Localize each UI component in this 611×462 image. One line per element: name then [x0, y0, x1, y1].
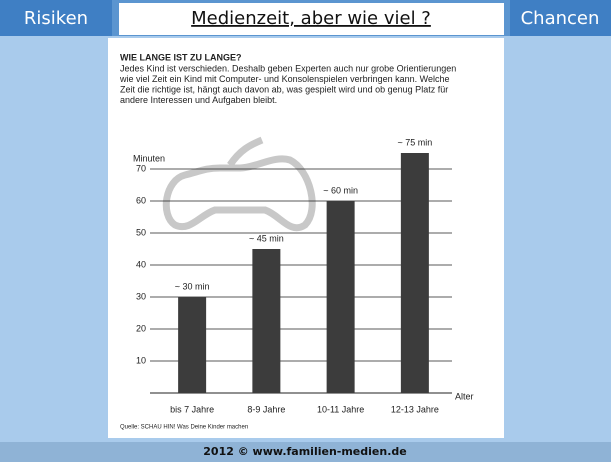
footer-text: 2012 © www.familien-medien.de	[203, 445, 406, 458]
x-tick-label: bis 7 Jahre	[170, 404, 214, 414]
y-tick-label: 20	[136, 323, 146, 333]
slide: Risiken Medienzeit, aber wie viel ? Chan…	[0, 0, 611, 462]
value-label: ~ 45 min	[249, 233, 284, 243]
slide-title: Medienzeit, aber wie viel ?	[191, 8, 431, 29]
chart-title: WIE LANGE IST ZU LANGE?	[120, 52, 242, 62]
left-label: Risiken	[24, 8, 88, 29]
chart-intro: wie viel Zeit ein Kind mit Computer- und…	[119, 74, 450, 84]
chart-intro: Jedes Kind ist verschieden. Deshalb gebe…	[120, 63, 456, 73]
x-tick-label: 8-9 Jahre	[247, 404, 285, 414]
x-tick-label: 10-11 Jahre	[317, 404, 364, 414]
bar	[178, 297, 206, 393]
source: Quelle: SCHAU HIN! Was Deine Kinder mach…	[120, 425, 248, 431]
x-tick-label: 12-13 Jahre	[391, 404, 439, 414]
value-label: ~ 60 min	[323, 185, 358, 195]
bar	[401, 153, 429, 393]
y-tick-label: 60	[136, 195, 146, 205]
y-tick-label: 70	[136, 163, 146, 173]
chart-intro: andere Interessen und Aufgaben bleibt.	[120, 95, 277, 105]
y-axis-label: Minuten	[133, 153, 165, 163]
y-tick-label: 40	[136, 259, 146, 269]
value-label: ~ 30 min	[175, 281, 210, 291]
bar	[327, 201, 355, 393]
bar	[252, 249, 280, 393]
y-tick-label: 10	[136, 355, 146, 365]
y-tick-label: 30	[136, 291, 146, 301]
y-tick-label: 50	[136, 227, 146, 237]
value-label: ~ 75 min	[397, 137, 432, 147]
x-axis-label: Alter	[455, 391, 474, 401]
chart-intro: Zeit die richtige ist, hängt auch davon …	[120, 84, 448, 94]
right-label: Chancen	[521, 8, 600, 29]
